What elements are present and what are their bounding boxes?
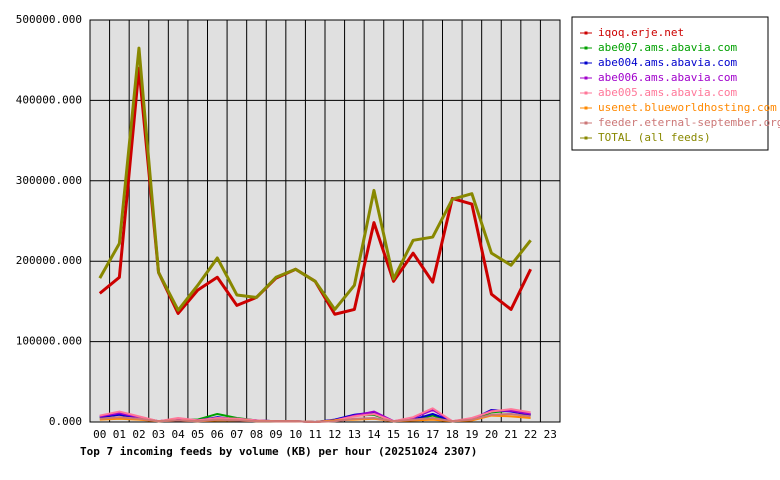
legend-dot [584, 31, 588, 35]
legend-dot [584, 76, 588, 80]
chart-title: Top 7 incoming feeds by volume (KB) per … [80, 445, 477, 458]
legend-label: abe006.ams.abavia.com [598, 71, 737, 84]
x-tick-label: 15 [387, 428, 400, 441]
legend-label: feeder.eternal-september.org [598, 116, 780, 129]
legend-label: usenet.blueworldhosting.com [598, 101, 777, 114]
legend-label: TOTAL (all feeds) [598, 131, 711, 144]
y-tick-label: 0.000 [49, 415, 82, 428]
x-tick-label: 02 [132, 428, 145, 441]
legend-label: iqoq.erje.net [598, 26, 684, 39]
x-tick-label: 18 [446, 428, 459, 441]
x-tick-label: 23 [544, 428, 557, 441]
y-tick-label: 100000.000 [16, 335, 82, 348]
x-tick-label: 07 [230, 428, 243, 441]
x-tick-label: 12 [328, 428, 341, 441]
series-line [99, 412, 531, 423]
x-tick-label: 21 [504, 428, 517, 441]
x-tick-label: 04 [172, 428, 186, 441]
x-tick-label: 16 [407, 428, 420, 441]
x-tick-label: 14 [367, 428, 381, 441]
x-tick-label: 08 [250, 428, 263, 441]
legend-dot [584, 121, 588, 125]
x-tick-label: 10 [289, 428, 302, 441]
y-tick-label: 400000.000 [16, 93, 82, 106]
x-tick-label: 05 [191, 428, 204, 441]
x-tick-label: 01 [113, 428, 126, 441]
y-tick-label: 300000.000 [16, 174, 82, 187]
series-line [98, 46, 532, 312]
legend-dot [584, 91, 588, 95]
legend-label: abe004.ams.abavia.com [598, 56, 737, 69]
x-tick-label: 22 [524, 428, 537, 441]
x-tick-label: 19 [465, 428, 478, 441]
y-tick-label: 500000.000 [16, 13, 82, 26]
y-tick-label: 200000.000 [16, 254, 82, 267]
legend-label: abe007.ams.abavia.com [598, 41, 737, 54]
x-tick-label: 03 [152, 428, 165, 441]
legend-box [571, 16, 769, 151]
x-tick-label: 06 [211, 428, 224, 441]
x-tick-label: 09 [269, 428, 282, 441]
x-tick-label: 11 [309, 428, 322, 441]
legend-dot [584, 106, 588, 110]
legend-dot [584, 61, 588, 65]
x-tick-label: 17 [426, 428, 439, 441]
legend-label: abe005.ams.abavia.com [598, 86, 737, 99]
x-tick-label: 20 [485, 428, 498, 441]
legend-dot [584, 46, 588, 50]
x-tick-label: 00 [93, 428, 106, 441]
x-tick-label: 13 [348, 428, 361, 441]
legend-dot [584, 136, 588, 140]
